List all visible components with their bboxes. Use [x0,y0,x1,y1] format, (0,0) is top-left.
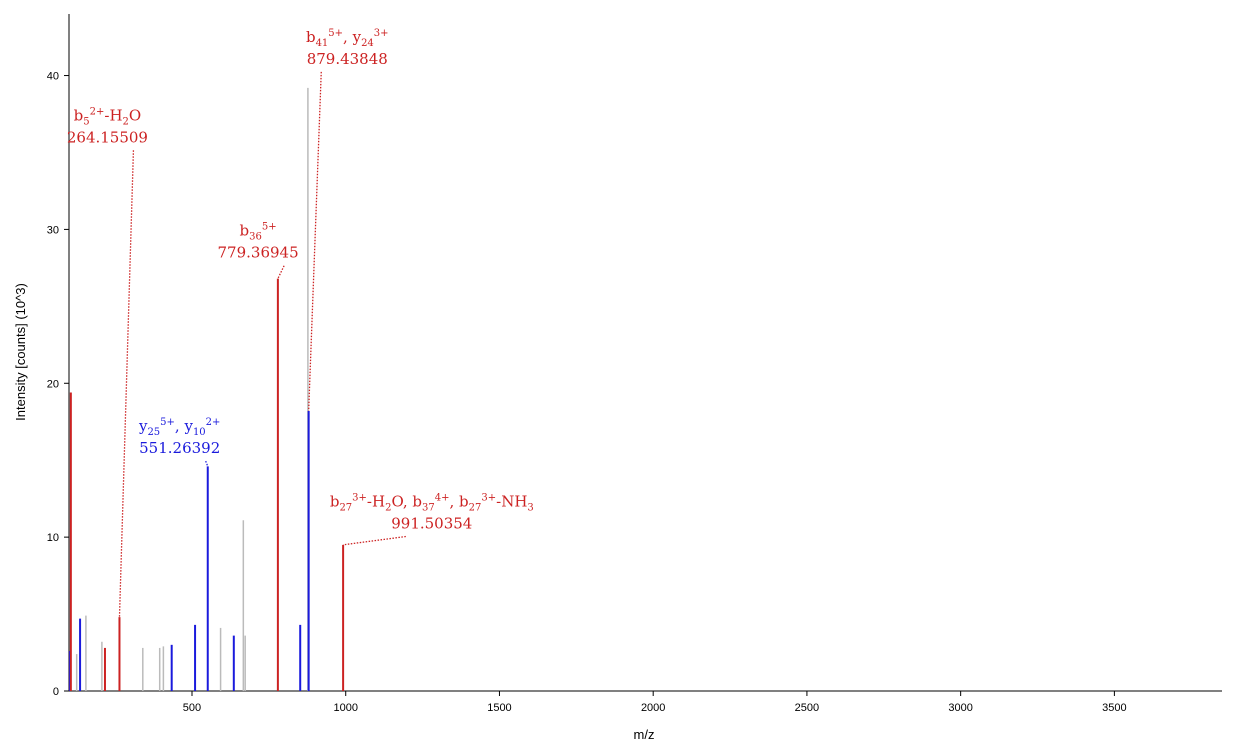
ion-mz-label: 264.15509 [67,128,148,146]
annotation-leader-line [343,535,406,546]
ion-label: y25​5+​, y10​2+​ [138,417,220,438]
x-tick-label: 1000 [333,702,357,714]
x-tick-label: 500 [183,702,201,714]
x-tick-label: 3500 [1102,702,1126,714]
ion-label: b41​5+​, y24​3+​ [306,28,389,49]
ion-label: b27​3+​-H2​O, b37​4+​, b27​3+​-NH3​ [330,493,534,514]
x-tick-label: 2500 [795,702,819,714]
annotation-leader-line [118,150,135,618]
peak-bars [68,87,345,691]
annotation-leader-line [308,71,322,411]
ion-mz-label: 779.36945 [218,244,299,262]
x-axis-title: m/z [634,727,655,742]
x-tick-label: 3000 [948,702,972,714]
y-tick-label: 30 [47,224,59,236]
x-tick-label: 2000 [641,702,665,714]
annotation-leaders [118,71,406,618]
annotation-leader-line [205,460,209,467]
y-tick-label: 20 [47,378,59,390]
y-tick-label: 40 [47,71,59,83]
ion-label: b5​2+​-H2​O [74,106,142,127]
axis-ticks: 500 1000 1500 2000 2500 3000 3500 0 10 20 30 40 [47,71,1127,714]
ion-mz-label: 879.43848 [307,50,388,68]
y-tick-label: 10 [47,532,59,544]
ion-label: b36​5+​ [240,222,277,243]
annotation-leader-line [277,265,285,279]
y-axis-title: Intensity [counts] (10^3) [13,283,28,421]
ion-mz-label: 551.26392 [139,439,220,457]
axes [68,14,1222,692]
y-tick-label: 0 [53,686,59,698]
ion-mz-label: 991.50354 [391,515,472,533]
x-tick-label: 1500 [487,702,511,714]
